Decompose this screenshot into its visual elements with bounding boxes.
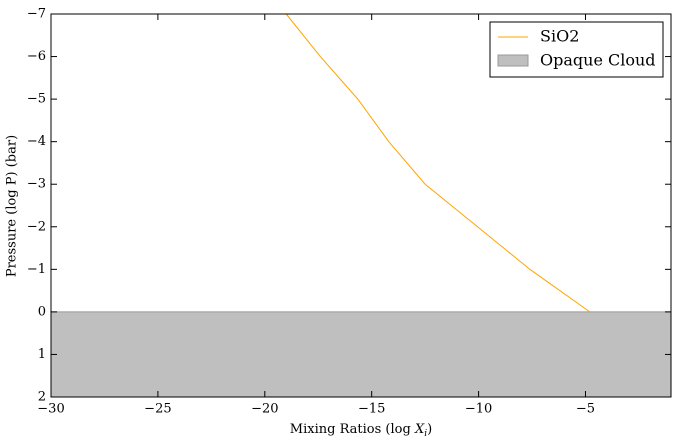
- x-tick-label: −30: [37, 402, 64, 417]
- y-axis-label: Pressure (log P) (bar): [5, 135, 20, 277]
- plot-frame: [50, 13, 672, 398]
- x-tick-label: −20: [251, 402, 278, 417]
- y-tick-label: −4: [27, 134, 46, 149]
- y-tick-label: 0: [38, 304, 46, 319]
- legend-label: Opaque Cloud: [540, 51, 656, 70]
- x-tick-label: −25: [144, 402, 171, 417]
- x-label-part: i: [424, 429, 427, 439]
- x-tick-label: −10: [465, 402, 492, 417]
- y-tick-label: −5: [27, 92, 46, 107]
- legend-swatch: [497, 54, 529, 67]
- x-label-part: X: [414, 422, 425, 437]
- x-label-part: Mixing Ratios (log: [290, 422, 415, 437]
- y-tick-label: 2: [38, 390, 46, 405]
- y-tick-label: −3: [27, 177, 46, 192]
- y-tick-label: −2: [27, 219, 46, 234]
- y-tick-label: −6: [27, 49, 46, 64]
- x-label-part: ): [427, 422, 432, 437]
- data-line: [285, 13, 591, 313]
- y-tick-label: −7: [27, 7, 46, 22]
- legend-label: SiO2: [540, 27, 579, 46]
- legend-box: [489, 21, 664, 78]
- x-tick-label: −15: [358, 402, 385, 417]
- x-tick-label: −5: [576, 402, 595, 417]
- x-axis-label: Mixing Ratios (log Xi): [290, 422, 432, 439]
- y-tick-label: 1: [38, 347, 46, 362]
- y-tick-label: −1: [27, 262, 46, 277]
- opaque-cloud: [51, 311, 671, 397]
